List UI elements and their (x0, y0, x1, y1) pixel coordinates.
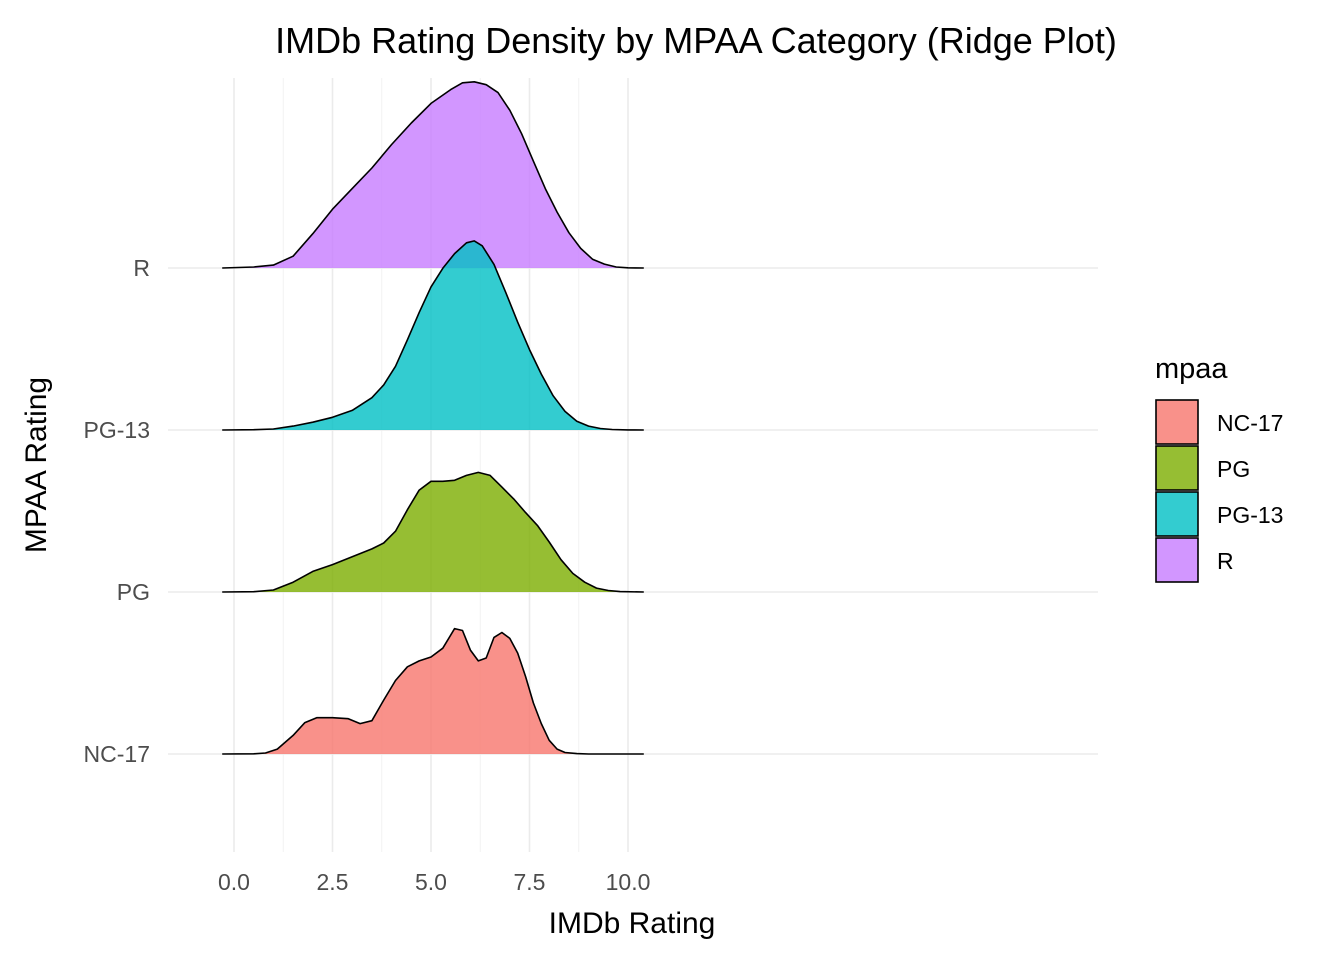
legend-swatch-nc-17 (1155, 399, 1199, 445)
ridge-area-pg-13 (222, 240, 644, 430)
legend-swatch-pg (1155, 445, 1199, 491)
legend-title: mpaa (1155, 353, 1228, 385)
x-tick-label: 7.5 (514, 869, 546, 895)
y-tick-label: PG-13 (84, 417, 150, 443)
legend-label: PG-13 (1217, 502, 1283, 528)
x-tick-label: 5.0 (415, 869, 447, 895)
ridge-line-nc-17 (222, 627, 644, 755)
ridge-line-r (222, 81, 644, 269)
x-tick-label: 2.5 (317, 869, 349, 895)
legend-swatch-r (1155, 537, 1199, 583)
ridge-line-pg (222, 471, 644, 593)
ridge-line-pg-13 (222, 240, 644, 431)
y-tick-label: PG (117, 579, 150, 605)
x-tick-label: 10.0 (606, 869, 651, 895)
y-axis-title: MPAA Rating (20, 377, 53, 553)
legend-items: NC-17 PG PG-13 R (1155, 399, 1283, 583)
x-axis-ticks: 0.0 2.5 5.0 7.5 10.0 (218, 869, 650, 895)
ridge-area-r (222, 81, 644, 268)
legend-label: R (1217, 548, 1234, 574)
y-tick-label: NC-17 (84, 741, 150, 767)
legend: mpaa NC-17 PG PG-13 R (1155, 353, 1283, 583)
ridge-area-nc-17 (222, 628, 644, 754)
x-axis-title: IMDb Rating (549, 907, 716, 940)
y-axis-ticks: NC-17 PG PG-13 R (84, 255, 150, 767)
legend-swatch-pg-13 (1155, 491, 1199, 537)
ridges (222, 81, 644, 755)
y-tick-label: R (133, 255, 150, 281)
legend-label: NC-17 (1217, 410, 1283, 436)
chart-title: IMDb Rating Density by MPAA Category (Ri… (275, 20, 1117, 61)
ridge-area-pg (222, 472, 644, 592)
legend-label: PG (1217, 456, 1250, 482)
x-tick-label: 0.0 (218, 869, 250, 895)
